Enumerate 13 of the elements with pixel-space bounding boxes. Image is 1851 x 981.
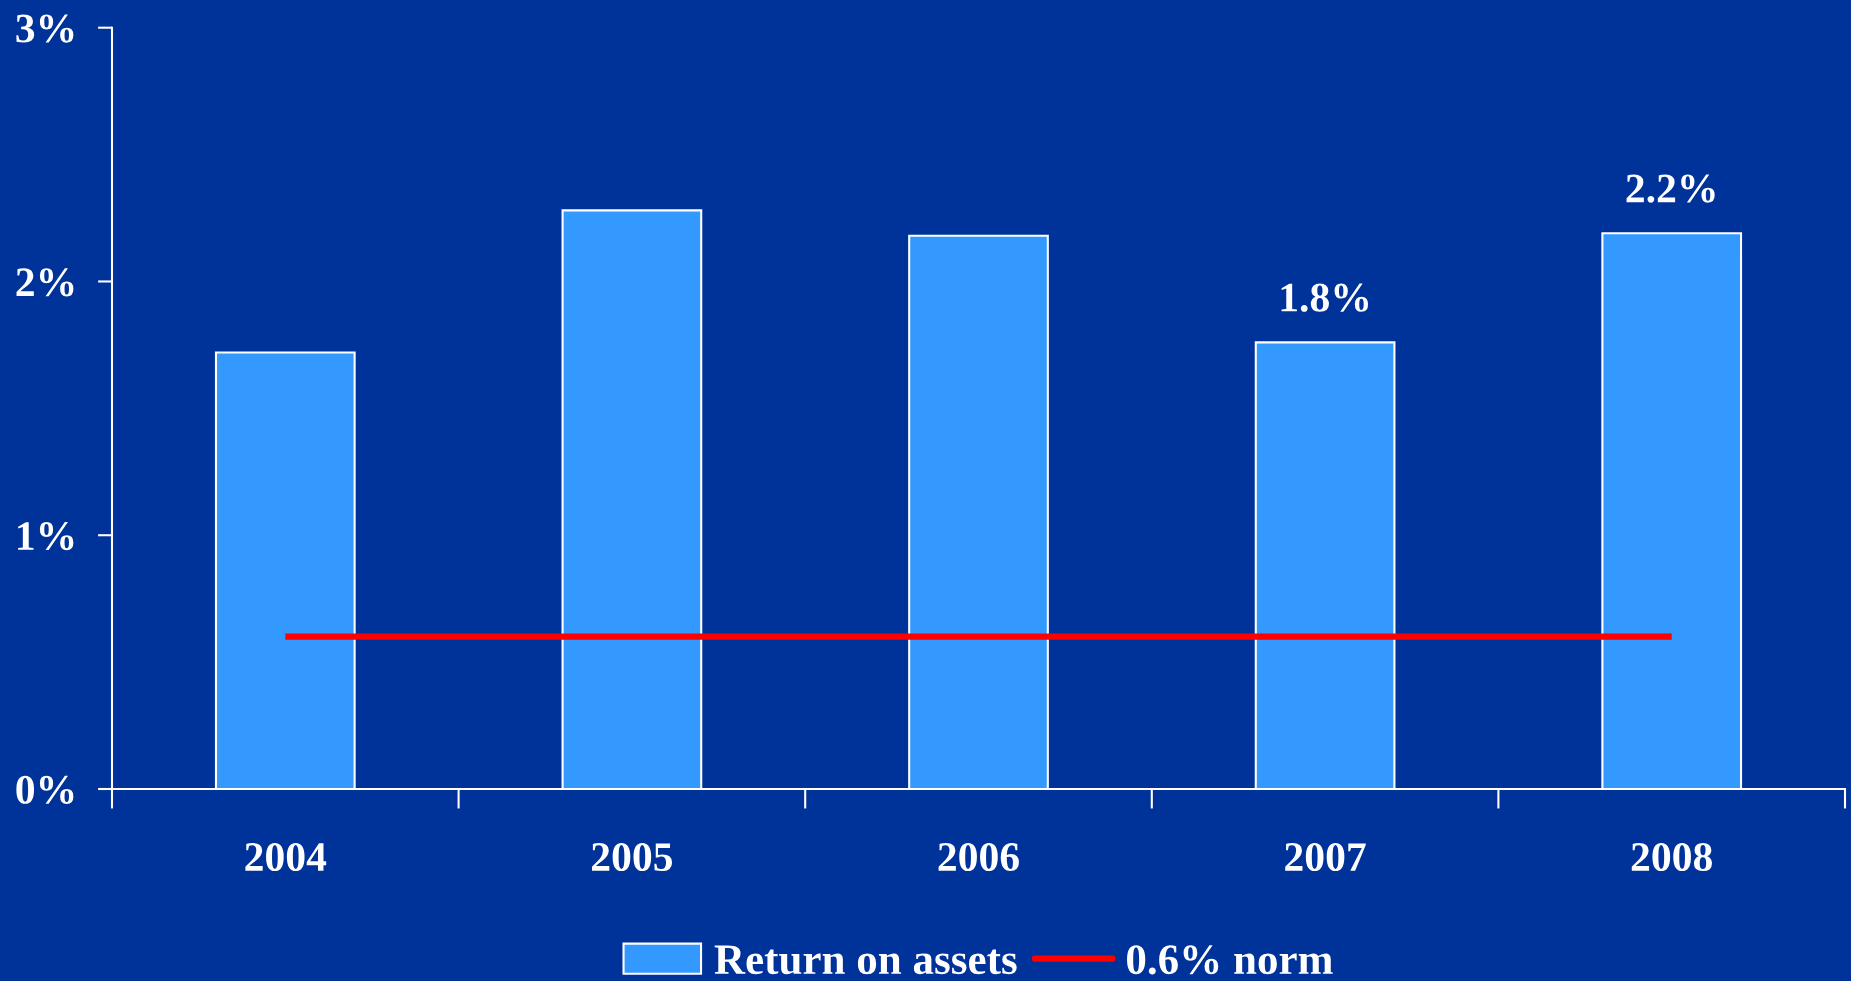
y-tick-label: 2% [16,268,74,297]
legend-label: Return on assets [714,945,1017,975]
legend-label: 0.6% norm [1127,945,1333,975]
y-tick-label: 3% [16,14,74,43]
x-tick-label: 2004 [245,842,327,872]
data-label: 2.2% [1626,174,1715,203]
x-tick-label: 2005 [591,842,673,872]
x-tick-label: 2006 [938,842,1019,872]
y-tick-label: 1% [18,521,74,551]
y-tick-label: 0% [16,775,74,804]
data-label: 1.8% [1281,283,1369,312]
x-tick-label: 2007 [1285,842,1366,872]
x-tick-label: 2008 [1631,842,1712,872]
